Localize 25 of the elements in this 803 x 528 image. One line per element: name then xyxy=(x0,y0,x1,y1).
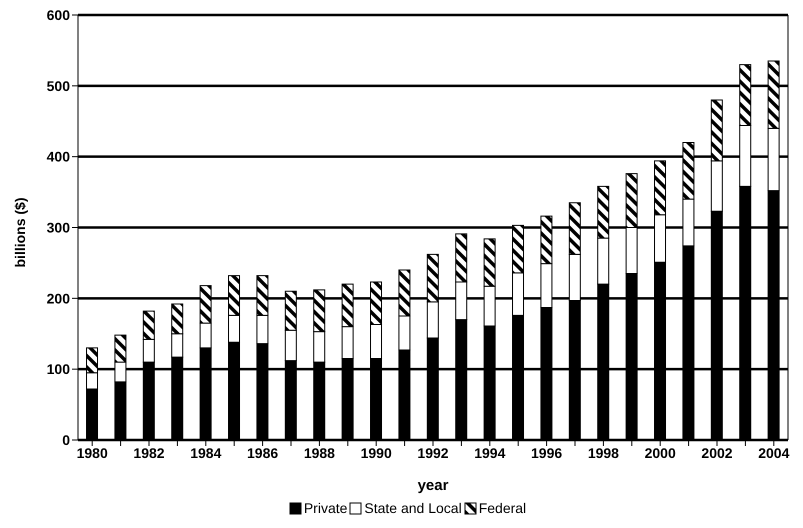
y-tick-label: 100 xyxy=(46,361,70,378)
y-tick-label: 200 xyxy=(46,290,70,306)
x-tick-label: 1982 xyxy=(133,444,165,461)
x-tick-label: 1996 xyxy=(531,444,562,461)
y-tick-label: 600 xyxy=(46,6,70,23)
x-tick-label: 1998 xyxy=(588,444,620,461)
x-tick-label: 1994 xyxy=(474,444,506,461)
y-axis-title: billions ($) xyxy=(12,198,28,268)
legend-label: Federal xyxy=(478,500,526,516)
legend-label: Private xyxy=(302,500,348,516)
x-tick-label: 1990 xyxy=(360,444,392,461)
x-tick-label: 2000 xyxy=(644,444,676,461)
x-tick-label: 1980 xyxy=(76,444,108,461)
legend-label: State and Local xyxy=(363,500,462,516)
x-tick-label: 1986 xyxy=(247,444,278,461)
x-tick-label: 2004 xyxy=(758,444,790,461)
x-tick-label: 1988 xyxy=(304,444,336,461)
x-tick-label: 1992 xyxy=(417,444,449,461)
x-axis-title: year xyxy=(418,477,449,494)
x-tick-label: 2002 xyxy=(701,444,733,461)
x-tick-label: 1984 xyxy=(190,444,222,461)
y-tick-label: 400 xyxy=(46,148,70,165)
y-tick-label: 300 xyxy=(46,219,70,236)
y-tick-label: 0 xyxy=(62,432,70,448)
y-tick-label: 500 xyxy=(46,78,70,94)
